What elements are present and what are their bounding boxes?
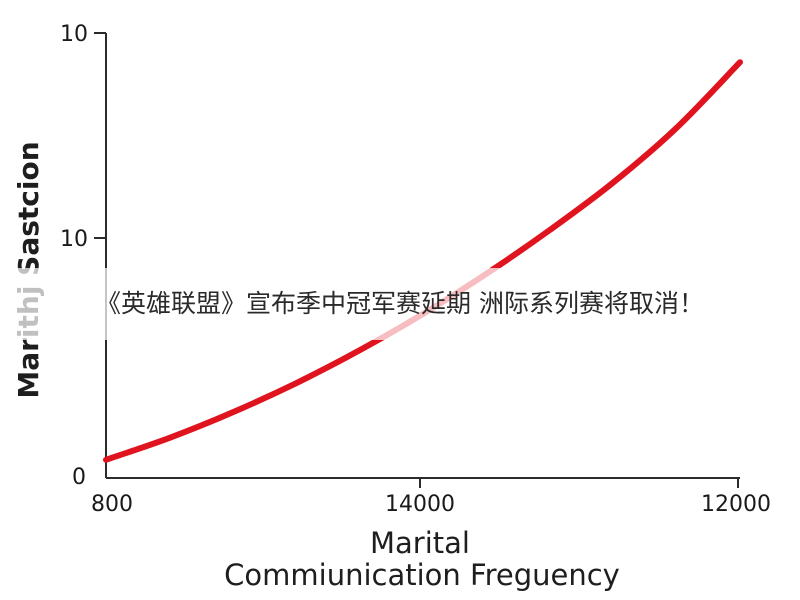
x-tick-label-right: 12000 — [701, 492, 771, 517]
caption-overlay-band — [0, 268, 800, 340]
y-tick-label-bottom: 0 — [72, 465, 86, 490]
series-line — [103, 59, 743, 463]
x-axis-title-line2: Commiunication Freguency — [224, 558, 620, 592]
x-tick-label-left: 800 — [91, 492, 133, 517]
y-tick-label-top: 10 — [60, 22, 88, 47]
x-tick-label-middle: 14000 — [385, 492, 455, 517]
y-tick-label-middle: 10 — [60, 227, 88, 252]
overlay-caption: 《英雄联盟》宣布季中冠军赛延期 洲际系列赛将取消！ — [96, 289, 704, 318]
x-axis-title-line1: Marital — [370, 526, 470, 560]
